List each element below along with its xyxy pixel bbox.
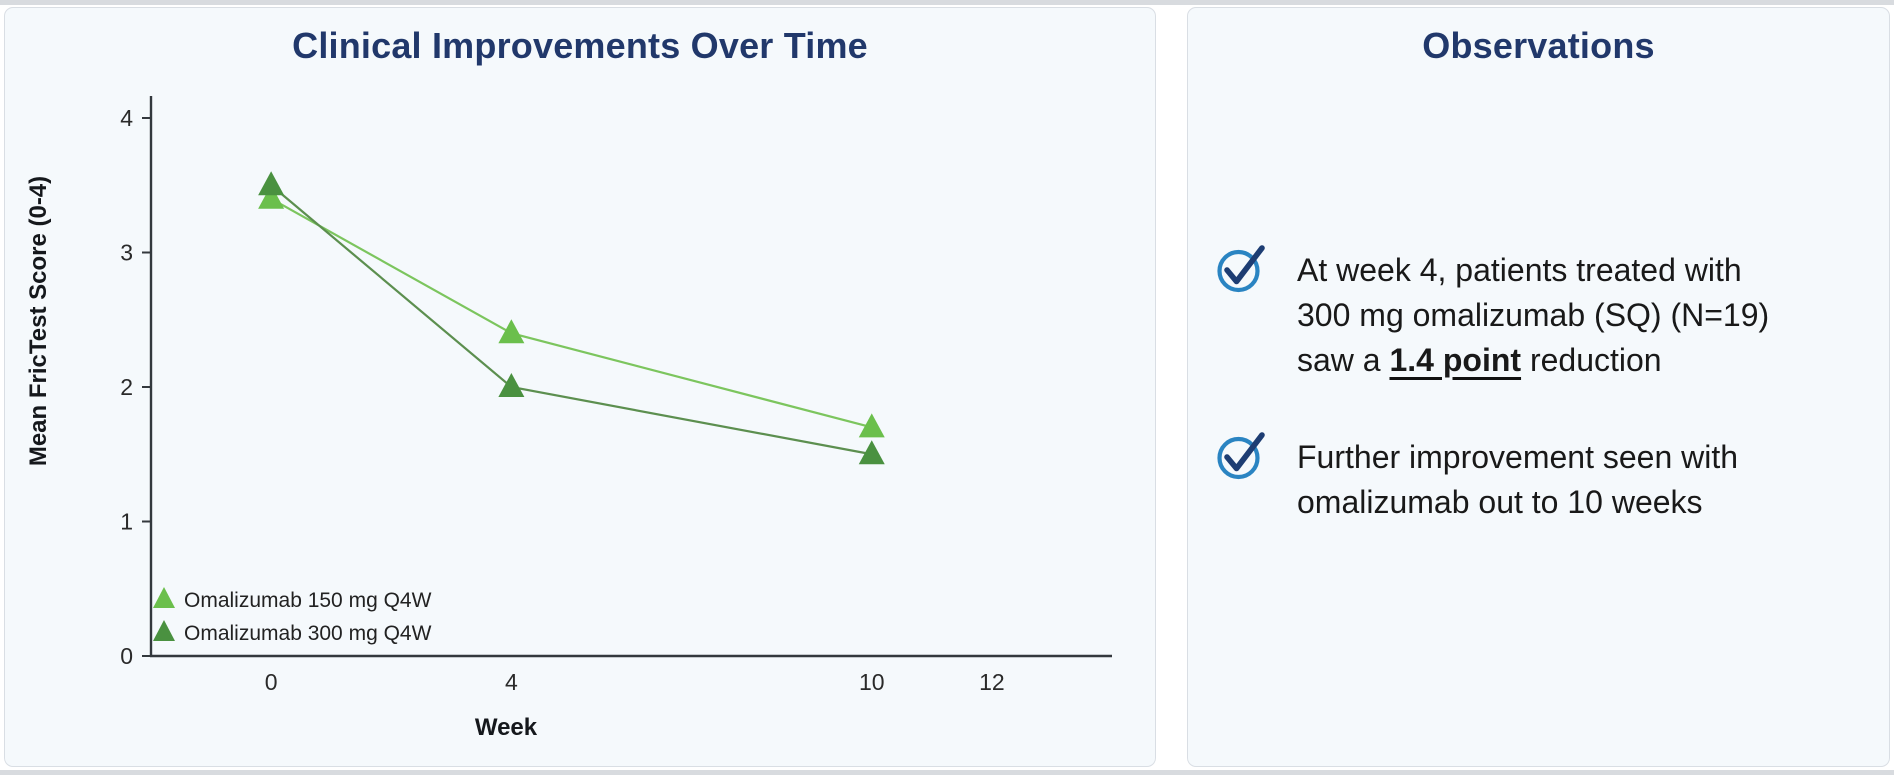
check-mark <box>1224 245 1265 285</box>
y-tick-label: 3 <box>120 240 133 266</box>
x-tick-label: 10 <box>859 669 885 695</box>
legend-label-omalizumab-150-mg-q4w: Omalizumab 150 mg Q4W <box>184 589 432 612</box>
legend-marker-omalizumab-300-mg-q4w <box>153 620 175 641</box>
check-circle-ring <box>1217 436 1260 480</box>
chart-panel: Clinical Improvements Over Time Mean Fri… <box>4 7 1156 767</box>
text-segment: 300 mg omalizumab (SQ) (N=19) <box>1297 297 1770 333</box>
observations-title: Observations <box>1422 25 1655 66</box>
check-circle-icon <box>1217 432 1265 480</box>
data-point-marker-omalizumab-150-mg-q4w <box>858 413 885 438</box>
y-tick-label: 2 <box>120 374 133 400</box>
text-segment: reduction <box>1521 342 1662 378</box>
bottom-edge-strip <box>0 770 1894 775</box>
observation-text-line: omalizumab out to 10 weeks <box>1297 480 1862 525</box>
data-point-marker-omalizumab-300-mg-q4w <box>498 373 525 397</box>
check-mark <box>1224 432 1265 472</box>
data-point-marker-omalizumab-300-mg-q4w <box>258 171 285 196</box>
observation-text-line: 300 mg omalizumab (SQ) (N=19) <box>1297 293 1862 338</box>
observation-text-line: At week 4, patients treated with <box>1297 248 1862 293</box>
check-circle-icon <box>1217 245 1265 293</box>
observations-panel: Observations At week 4, patients treated… <box>1187 7 1890 767</box>
emphasized-value: 1.4 point <box>1389 342 1522 378</box>
y-tick-label: 4 <box>120 105 133 131</box>
chart-title: Clinical Improvements Over Time <box>292 25 868 66</box>
observation-text-line: Further improvement seen with <box>1297 435 1862 480</box>
check-circle-ring <box>1217 249 1260 293</box>
x-axis-label: Week <box>475 714 538 741</box>
observation-item: Further improvement seen with omalizumab … <box>1215 428 1862 525</box>
y-tick-label: 0 <box>120 643 133 669</box>
data-point-marker-omalizumab-150-mg-q4w <box>258 184 285 209</box>
text-segment: omalizumab out to 10 weeks <box>1297 484 1703 520</box>
series-line-omalizumab-150-mg-q4w <box>270 197 873 429</box>
y-tick-label: 1 <box>120 509 133 535</box>
text-segment: Further improvement seen with <box>1297 439 1739 475</box>
observation-text: Further improvement seen with omalizumab … <box>1297 435 1862 525</box>
text-segment: saw a <box>1297 342 1390 378</box>
top-edge-strip <box>0 0 1894 5</box>
data-point-marker-omalizumab-150-mg-q4w <box>498 319 525 344</box>
text-segment: At week 4, patients treated with <box>1297 252 1742 288</box>
y-axis-label: Mean FricTest Score (0-4) <box>25 176 52 466</box>
x-tick-label: 4 <box>505 669 518 695</box>
data-point-marker-omalizumab-300-mg-q4w <box>858 440 885 465</box>
observation-text: At week 4, patients treated with 300 mg o… <box>1297 248 1862 383</box>
legend-label-omalizumab-300-mg-q4w: Omalizumab 300 mg Q4W <box>184 622 432 645</box>
observation-text-line: saw a 1.4 point reduction <box>1297 338 1862 383</box>
x-tick-label: 0 <box>265 669 278 695</box>
observation-item: At week 4, patients treated with 300 mg o… <box>1215 241 1862 383</box>
legend-marker-omalizumab-150-mg-q4w <box>153 587 175 608</box>
series-line-omalizumab-300-mg-q4w <box>270 184 872 456</box>
x-tick-label: 12 <box>979 669 1005 695</box>
